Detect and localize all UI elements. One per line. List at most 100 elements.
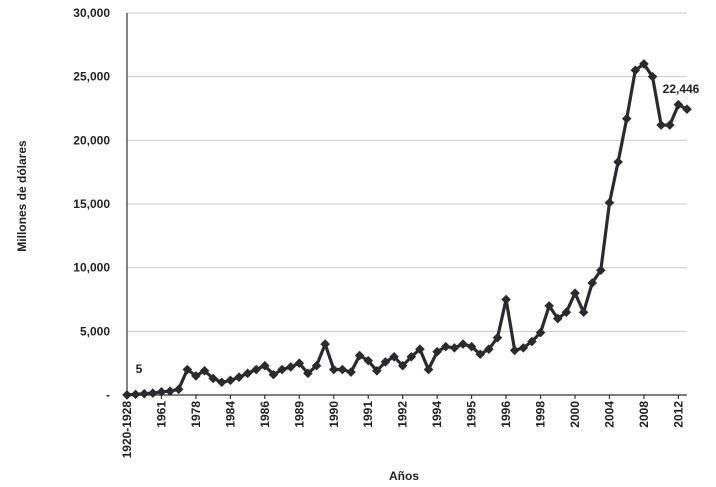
data-point [578, 307, 589, 318]
data-point [432, 346, 442, 357]
data-point [285, 362, 296, 372]
x-tick-label: 2008 [637, 401, 651, 428]
x-tick-label: 2000 [568, 401, 582, 428]
data-point [613, 157, 623, 167]
data-point [337, 364, 348, 375]
data-point [604, 197, 615, 208]
data-point [656, 120, 666, 130]
data-point [182, 364, 193, 375]
x-tick-label: 1961 [154, 401, 168, 428]
data-point [544, 301, 554, 311]
data-point [380, 357, 391, 367]
data-point [440, 341, 451, 352]
data-point [199, 366, 210, 376]
data-point [242, 368, 253, 379]
data-point [458, 339, 468, 349]
x-tick-label: 1996 [499, 401, 513, 428]
data-point [328, 364, 339, 375]
data-point [415, 344, 425, 354]
data-point [216, 377, 227, 388]
data-point [639, 59, 649, 69]
data-point [466, 341, 477, 352]
data-point [346, 367, 356, 377]
annotations: 5 22,446 [136, 82, 700, 376]
x-axis-title: Años [389, 469, 419, 483]
data-point [156, 387, 167, 397]
data-point [596, 265, 606, 276]
x-tick-label: 1994 [430, 401, 444, 428]
data-point [173, 384, 184, 395]
y-tick-label: 15,000 [73, 197, 110, 211]
y-tick-label: 5,000 [80, 324, 110, 338]
x-tick-label: 1991 [361, 401, 375, 428]
data-point [191, 371, 201, 381]
data-point [552, 313, 563, 324]
data-point [527, 336, 537, 347]
axes [126, 13, 687, 399]
series-line [126, 62, 688, 397]
x-tick-label: 1978 [189, 401, 203, 428]
gridlines [127, 12, 687, 332]
x-tick-label: 1984 [223, 401, 237, 428]
data-point [389, 352, 399, 362]
data-point [294, 358, 305, 368]
data-point [406, 352, 417, 362]
data-point [148, 388, 158, 398]
data-point [630, 65, 641, 76]
data-point [372, 366, 382, 376]
data-point [363, 355, 374, 366]
data-point [260, 360, 270, 371]
data-point [423, 364, 434, 375]
data-point [277, 364, 287, 375]
y-tick-label: 25,000 [73, 70, 110, 84]
data-point [561, 307, 572, 318]
data-point [234, 372, 244, 382]
y-tick-label: - [106, 388, 110, 402]
data-point [251, 364, 262, 375]
data-point [664, 120, 675, 130]
x-tick-label: 1989 [292, 401, 306, 428]
x-tick-label: 1986 [258, 401, 272, 428]
x-tick-label: 1995 [465, 401, 479, 428]
data-point [139, 388, 150, 399]
data-point [673, 99, 684, 110]
x-tick-label: 1990 [327, 401, 341, 428]
data-point [165, 386, 175, 396]
data-point [518, 343, 529, 353]
data-point [475, 349, 486, 360]
data-point [501, 294, 511, 305]
data-point [397, 360, 408, 371]
data-point [122, 390, 132, 400]
x-tick-labels: 1920-1928 1961 1978 1984 1986 1989 1990 1991 199… [120, 401, 685, 459]
data-point [311, 360, 322, 371]
data-point [130, 389, 141, 400]
data-point [484, 344, 494, 354]
y-tick-label: 10,000 [73, 261, 110, 275]
data-point [647, 71, 658, 82]
data-point [535, 327, 546, 338]
data-point [303, 368, 313, 379]
data-label: 5 [136, 362, 143, 376]
data-point [225, 375, 236, 386]
data-point [682, 104, 692, 114]
y-tick-label: 30,000 [73, 6, 110, 20]
data-point [208, 373, 218, 384]
data-point [570, 288, 580, 298]
data-point [354, 350, 365, 361]
x-tick-label: 1992 [396, 401, 410, 428]
data-point [320, 339, 330, 349]
y-tick-labels: - 5,000 10,000 15,000 20,000 25,000 30,000 [73, 6, 110, 402]
y-tick-label: 20,000 [73, 133, 110, 147]
x-tick-label: 2004 [602, 401, 616, 428]
data-point [621, 113, 632, 124]
data-label: 22,446 [663, 82, 700, 96]
x-tick-label: 2012 [671, 401, 685, 428]
y-axis-title: Millones de dólares [15, 140, 29, 252]
data-point [268, 369, 279, 380]
data-point [587, 278, 598, 288]
x-tick-label: 1998 [534, 401, 548, 428]
data-point [492, 332, 503, 343]
data-point [449, 343, 460, 353]
data-point [509, 345, 520, 356]
